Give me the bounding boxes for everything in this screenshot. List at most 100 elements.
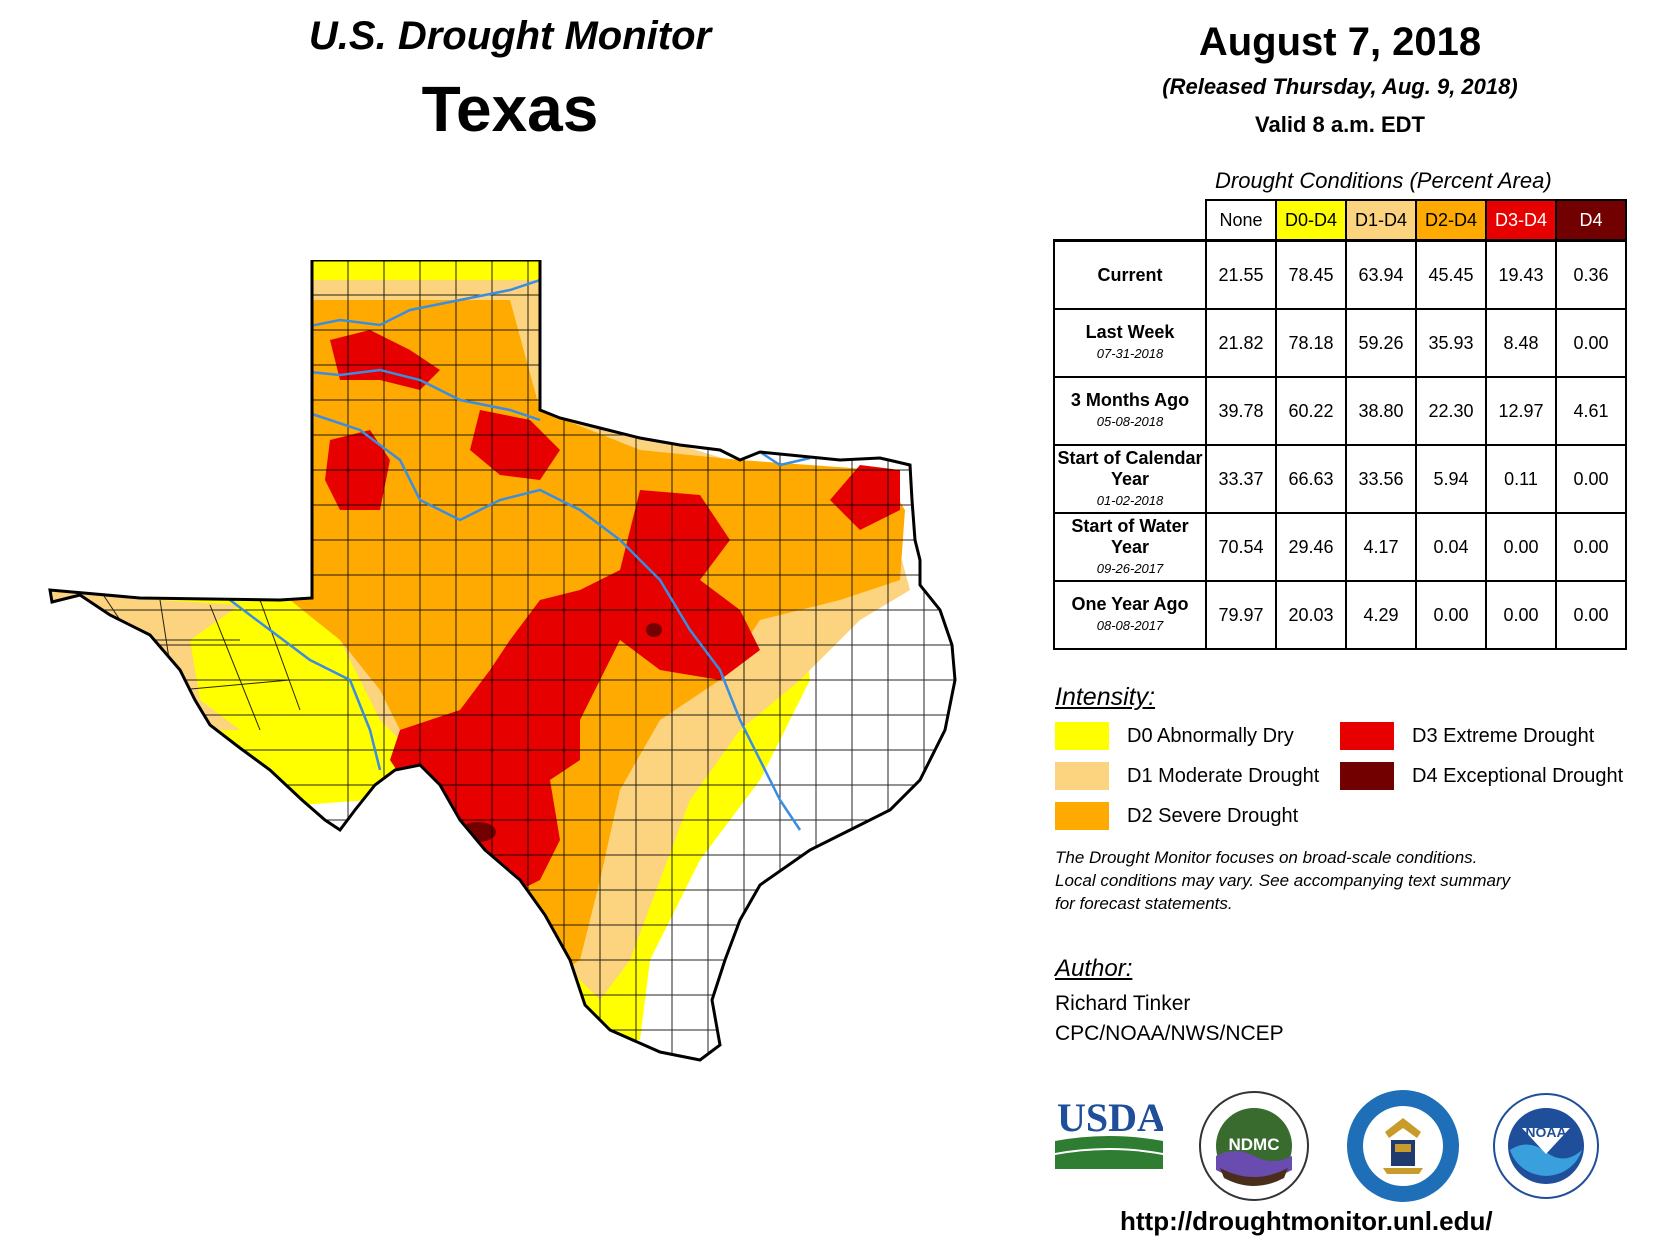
table-cell: 66.63 (1275, 444, 1347, 514)
table-cell: 0.00 (1415, 580, 1487, 650)
table-cell: 0.36 (1555, 239, 1627, 310)
table-cell: 0.00 (1555, 308, 1627, 378)
legend-item: D3 Extreme Drought (1340, 722, 1594, 750)
legend-swatch (1055, 802, 1109, 830)
table-cell: 78.45 (1275, 239, 1347, 310)
table-cell: 20.03 (1275, 580, 1347, 650)
table-cell: 29.46 (1275, 512, 1347, 582)
legend-title: Intensity: (1055, 683, 1156, 711)
footnote: The Drought Monitor focuses on broad-sca… (1055, 846, 1615, 915)
table-cell: 70.54 (1205, 512, 1277, 582)
table-body: Current 21.55 78.45 63.94 45.45 19.43 0.36 Last… (1053, 239, 1627, 650)
legend-item: D2 Severe Drought (1055, 802, 1298, 830)
table-row: 3 Months Ago 05-08-2018 39.78 60.22 38.80 22.… (1053, 376, 1627, 446)
table-cell: 39.78 (1205, 376, 1277, 446)
table-cell: 63.94 (1345, 239, 1417, 310)
table-header-row: None D0-D4 D1-D4 D2-D4 D3-D4 D4 (1054, 199, 1627, 242)
legend-label: D1 Moderate Drought (1127, 764, 1320, 787)
row-label: Start of Water Year (1071, 515, 1189, 557)
author-org: CPC/NOAA/NWS/NCEP (1055, 1022, 1284, 1045)
noaa-logo: NOAA (1493, 1093, 1599, 1199)
row-label: Current (1097, 264, 1163, 285)
legend-item: D1 Moderate Drought (1055, 762, 1319, 790)
noaa-logo-text: NOAA (1525, 1124, 1566, 1140)
row-header: Current (1053, 239, 1207, 310)
table-cell: 22.30 (1415, 376, 1487, 446)
table-caption: Drought Conditions (Percent Area) (1215, 168, 1552, 193)
table-row: Start of Calendar Year 01-02-2018 33.37 66.… (1053, 444, 1627, 514)
legend-swatch (1340, 722, 1394, 750)
commerce-seal-logo (1347, 1090, 1459, 1202)
rivers (229, 278, 811, 831)
valid-time: Valid 8 a.m. EDT (1255, 112, 1425, 137)
usda-logo: USDA (1055, 1095, 1163, 1169)
d3-region (830, 465, 900, 530)
column-header: D1-D4 (1345, 199, 1417, 242)
footnote-line: for forecast statements. (1055, 894, 1233, 913)
table-cell: 0.04 (1415, 512, 1487, 582)
texas-drought-map (48, 260, 957, 1062)
table-cell: 33.56 (1345, 444, 1417, 514)
legend-swatch (1055, 722, 1109, 750)
d3-region (330, 330, 440, 390)
table-cell: 0.00 (1485, 580, 1557, 650)
table-cell: 21.55 (1205, 239, 1277, 310)
ndmc-logo-text: NDMC (1229, 1135, 1280, 1154)
table-cell: 4.29 (1345, 580, 1417, 650)
table-cell: 0.00 (1555, 580, 1627, 650)
table-row: Current 21.55 78.45 63.94 45.45 19.43 0.36 (1053, 239, 1627, 310)
legend-item: D0 Abnormally Dry (1055, 722, 1294, 750)
row-label: 3 Months Ago (1070, 390, 1190, 410)
footnote-line: The Drought Monitor focuses on broad-sca… (1055, 848, 1478, 867)
row-date: 08-08-2017 (1096, 618, 1164, 633)
row-label: One Year Ago (1071, 594, 1189, 614)
table-corner (1054, 200, 1206, 241)
column-header: D3-D4 (1485, 199, 1557, 242)
row-label: Last Week (1085, 322, 1175, 342)
row-date: 01-02-2018 (1096, 492, 1164, 508)
table-cell: 33.37 (1205, 444, 1277, 514)
d4-region (646, 623, 662, 637)
legend-label: D4 Exceptional Drought (1412, 764, 1624, 787)
table-row: One Year Ago 08-08-2017 79.97 20.03 4.29 0.00… (1053, 580, 1627, 650)
row-header: One Year Ago 08-08-2017 (1053, 580, 1207, 650)
row-header: Start of Water Year 09-26-2017 (1053, 512, 1207, 582)
release-date: (Released Thursday, Aug. 9, 2018) (1162, 74, 1518, 99)
table-cell: 19.43 (1485, 239, 1557, 310)
usda-logo-text: USDA (1057, 1095, 1163, 1140)
author-title: Author: (1055, 955, 1133, 982)
table-cell: 59.26 (1345, 308, 1417, 378)
row-header: Start of Calendar Year 01-02-2018 (1053, 444, 1207, 514)
row-date: 09-26-2017 (1096, 560, 1164, 576)
table-cell: 8.48 (1485, 308, 1557, 378)
table-cell: 4.61 (1555, 376, 1627, 446)
drought-conditions-table: None D0-D4 D1-D4 D2-D4 D3-D4 D4 Current 21.55 7… (1053, 199, 1627, 650)
table-cell: 60.22 (1275, 376, 1347, 446)
map-title: U.S. Drought Monitor (308, 14, 712, 58)
map-date: August 7, 2018 (1198, 20, 1482, 64)
legend-swatch (1055, 762, 1109, 790)
row-label: Start of Calendar Year (1057, 447, 1203, 489)
table-cell: 78.18 (1275, 308, 1347, 378)
table-cell: 4.17 (1345, 512, 1417, 582)
table-cell: 38.80 (1345, 376, 1417, 446)
state-title: Texas (421, 73, 599, 145)
table-row: Start of Water Year 09-26-2017 70.54 29.46 4… (1053, 512, 1627, 582)
table-cell: 12.97 (1485, 376, 1557, 446)
footnote-line: Local conditions may vary. See accompany… (1055, 871, 1511, 890)
legend-swatch (1340, 762, 1394, 790)
table-row: Last Week 07-31-2018 21.82 78.18 59.26 35.93 8… (1053, 308, 1627, 378)
table-cell: 0.00 (1485, 512, 1557, 582)
legend-label: D2 Severe Drought (1127, 804, 1299, 827)
table-cell: 35.93 (1415, 308, 1487, 378)
table-cell: 0.00 (1555, 444, 1627, 514)
row-header: Last Week 07-31-2018 (1053, 308, 1207, 378)
table-cell: 45.45 (1415, 239, 1487, 310)
website-link[interactable]: http://droughtmonitor.unl.edu/ (1120, 1206, 1493, 1236)
legend-item: D4 Exceptional Drought (1340, 762, 1623, 790)
row-date: 05-08-2018 (1096, 414, 1164, 429)
table-cell: 79.97 (1205, 580, 1277, 650)
column-header: None (1205, 199, 1277, 242)
row-header: 3 Months Ago 05-08-2018 (1053, 376, 1207, 446)
row-date: 07-31-2018 (1096, 346, 1164, 361)
